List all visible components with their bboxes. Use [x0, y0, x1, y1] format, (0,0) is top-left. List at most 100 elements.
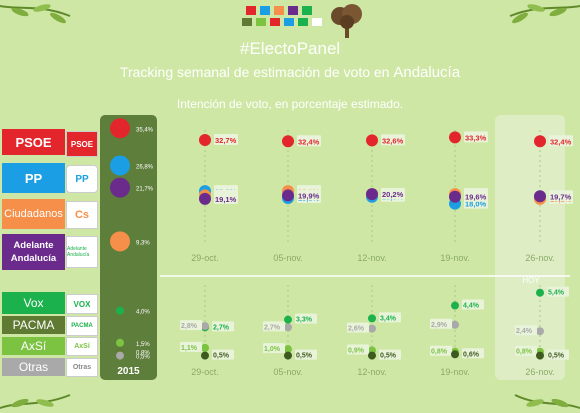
- data-label-bg: [180, 320, 202, 331]
- vox-logo-icon: VOX: [66, 294, 98, 314]
- olive-branch-icon: [0, 4, 71, 24]
- party-label-otras: Otras: [2, 358, 65, 376]
- baseline-marker: [116, 306, 124, 315]
- data-label: 1,1%: [181, 345, 198, 352]
- data-label: 20,2%: [382, 190, 404, 199]
- x-tick-label: 26-nov.: [525, 367, 554, 377]
- data-label: 2,6%: [348, 326, 365, 333]
- data-point: [449, 131, 461, 144]
- data-point: [284, 351, 292, 360]
- data-label: 32,4%: [550, 137, 572, 146]
- data-point: [536, 327, 544, 336]
- chart-title: Tracking semanal de estimación de voto e…: [119, 64, 461, 81]
- data-label-bg: [263, 321, 285, 332]
- data-point: [368, 314, 376, 323]
- data-label: 32,7%: [215, 136, 237, 145]
- data-label-bg: [347, 322, 369, 333]
- data-point: [536, 351, 544, 360]
- ciudadanos-logo-icon: Cs: [66, 201, 98, 229]
- data-label-bg: [214, 192, 238, 204]
- party-label-ciudadanos: Ciudadanos: [2, 199, 65, 229]
- data-label-bg: [212, 349, 234, 360]
- axsi-logo-icon: AxSí: [66, 337, 98, 356]
- data-point: [282, 135, 294, 148]
- data-label-bg: [464, 131, 488, 143]
- data-label-bg: [180, 341, 202, 352]
- baseline-value-label: 9,3%: [136, 240, 150, 246]
- data-label-bg: [295, 313, 317, 324]
- data-label: 32,6%: [382, 136, 404, 145]
- data-point: [201, 351, 209, 360]
- data-label: 19,7%: [550, 192, 572, 201]
- baseline-value-label: 21,7%: [136, 187, 154, 193]
- data-label-bg: [379, 312, 401, 323]
- data-point: [284, 315, 292, 324]
- baseline-marker: [110, 118, 130, 139]
- party-label-adelante-andalucia: Adelante Andalucía: [2, 234, 65, 270]
- data-label: 19,6%: [465, 193, 487, 202]
- party-label-axsi: AxSí: [2, 337, 65, 355]
- data-point: [201, 322, 209, 331]
- psoe-logo-icon: PSOE: [66, 131, 98, 157]
- data-point: [451, 301, 459, 310]
- data-label: 2,4%: [516, 328, 533, 335]
- data-label-bg: [515, 345, 537, 356]
- data-label-bg: [515, 325, 537, 336]
- x-tick-label: 29-oct.: [191, 367, 219, 377]
- data-label: 2,7%: [213, 324, 230, 331]
- data-label-bg: [547, 349, 569, 360]
- data-label: 2,8%: [181, 323, 198, 330]
- data-label: 0,6%: [463, 351, 480, 358]
- data-label: 0,8%: [431, 349, 448, 356]
- pp-logo-icon: PP: [66, 165, 98, 193]
- baseline-marker: [110, 155, 130, 176]
- data-label: 33,3%: [465, 133, 487, 142]
- data-point: [451, 320, 459, 329]
- data-label-bg: [381, 134, 405, 146]
- olive-branch-icon: [509, 4, 580, 24]
- baseline-marker: [110, 231, 130, 252]
- data-point: [199, 192, 211, 205]
- baseline-value-label: 4,0%: [136, 310, 150, 316]
- data-label-bg: [347, 344, 369, 355]
- party-label-pacma: PACMA: [2, 316, 65, 334]
- data-label: 0,5%: [548, 353, 565, 360]
- data-label-bg: [549, 135, 573, 147]
- baseline-value-label: 0,5%: [136, 355, 150, 361]
- data-label-bg: [549, 190, 573, 202]
- adelante-logo-icon: Adelante Andalucía: [66, 236, 98, 268]
- data-label: 18,0%: [465, 200, 487, 209]
- x-tick-label: 05-nov.: [273, 367, 302, 377]
- baseline-value-label: 35,4%: [136, 127, 154, 133]
- data-label-bg: [430, 318, 452, 329]
- data-label: 1,0%: [264, 346, 281, 353]
- data-label-bg: [297, 135, 321, 147]
- data-point: [366, 188, 378, 201]
- party-label-vox: Vox: [2, 292, 65, 314]
- data-point: [201, 343, 209, 352]
- x-tick-label: 19-nov.: [440, 253, 469, 263]
- hoy-label: HOY: [522, 276, 540, 285]
- data-label: 32,4%: [298, 137, 320, 146]
- baseline-value-label: 1,5%: [136, 342, 150, 348]
- today-highlight-column: [495, 115, 565, 380]
- data-label-bg: [547, 286, 569, 297]
- data-label-bg: [212, 321, 234, 332]
- x-tick-label: 29-oct.: [191, 253, 219, 263]
- data-label: 0,5%: [380, 353, 397, 360]
- data-point: [284, 345, 292, 354]
- data-label-bg: [263, 343, 285, 354]
- data-label: 0,5%: [213, 353, 230, 360]
- data-label-bg: [214, 133, 238, 145]
- olive-tree-icon: [331, 4, 362, 38]
- data-point: [199, 133, 211, 146]
- data-point: [282, 189, 294, 202]
- baseline-2015-column: [100, 115, 157, 380]
- data-label: 4,4%: [463, 303, 480, 310]
- pacma-logo-icon: PACMA: [66, 316, 98, 336]
- x-tick-label: 12-nov.: [357, 253, 386, 263]
- baseline-marker: [110, 177, 130, 198]
- data-label-bg: [464, 190, 488, 202]
- year-label: 2015: [117, 366, 140, 377]
